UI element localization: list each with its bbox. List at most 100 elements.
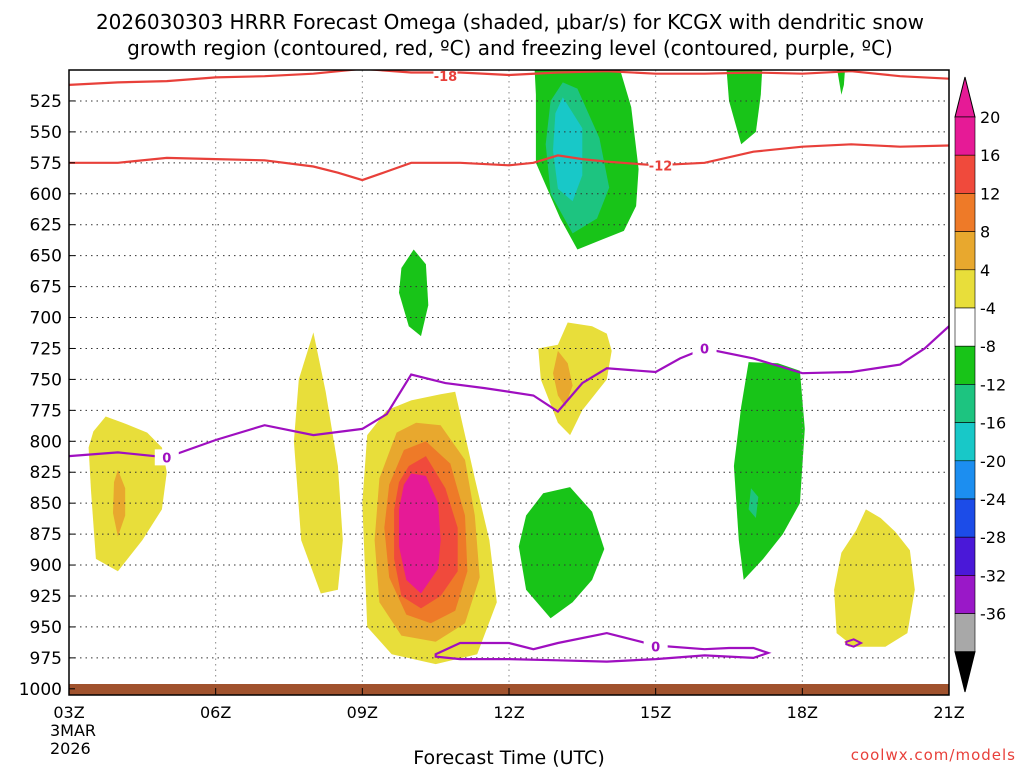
omega-region-18 [518, 487, 605, 619]
x-tick-label-06Z: 06Z [200, 703, 231, 722]
grid-layer [69, 70, 949, 695]
freezing-level-label-1: 0 [700, 342, 709, 357]
colorbar-swatch-1 [954, 154, 976, 194]
freezing-level-lower-loop [434, 631, 772, 663]
dgz-label--18: -18 [434, 70, 458, 85]
colorbar-label-10: -24 [980, 490, 1006, 509]
freezing-level-layer [69, 325, 949, 663]
omega-region-20 [748, 488, 759, 518]
colorbar-label-7: -12 [980, 375, 1006, 394]
colorbar-label-9: -20 [980, 452, 1006, 471]
colorbar-top-arrow [954, 76, 976, 118]
omega-region-2 [293, 332, 343, 594]
chart-title-line1: 2026030303 HRRR Forecast Omega (shaded, … [96, 10, 924, 34]
y-tick-label-725: 725 [30, 339, 62, 359]
x-tick-label-15Z: 15Z [640, 703, 671, 722]
omega-region-7 [399, 473, 441, 594]
y-tick-label-525: 525 [30, 92, 62, 112]
dgz-contour-layer [69, 70, 949, 182]
colorbar-label-3: 8 [980, 223, 990, 242]
omega-region-8 [538, 322, 612, 436]
x-axis: 03Z 06Z 09Z 12Z 15Z 18Z 21Z [53, 688, 965, 722]
omega-region-9 [553, 350, 573, 407]
freezing-level-label-2-bg [643, 638, 668, 655]
y-tick-label-675: 675 [30, 278, 62, 298]
y-axis: 525 550 575 600 625 650 675 700 725 750 775 800 825 8… [19, 92, 75, 700]
colorbar-swatch-4 [954, 269, 976, 309]
colorbar-swatch-8 [954, 422, 976, 462]
y-tick-label-700: 700 [30, 309, 62, 329]
y-tick-label-575: 575 [30, 154, 62, 174]
omega-shading-layer [88, 70, 915, 665]
colorbar-label-12: -32 [980, 566, 1006, 585]
colorbar-label-8: -16 [980, 414, 1006, 433]
omega-region-17 [837, 70, 845, 95]
freezing-level-label-1-bg [692, 340, 717, 357]
omega-region-15 [399, 249, 429, 337]
x-tick-label-21Z: 21Z [933, 703, 964, 722]
date-label-year: 2026 [50, 739, 91, 758]
omega-region-10 [834, 509, 915, 647]
colorbar-label-6: -8 [980, 337, 996, 356]
y-tick-label-825: 825 [30, 463, 62, 483]
x-tick-label-09Z: 09Z [347, 703, 378, 722]
dgz-contour--12 [69, 143, 949, 182]
colorbar-label-0: 20 [980, 108, 1000, 127]
dgz-contour--18 [69, 70, 949, 86]
date-label-day: 3MAR [50, 721, 96, 740]
freezing-level-small-loop [845, 638, 864, 648]
colorbar-swatch-11 [954, 536, 976, 576]
freezing-level-label-2: 0 [651, 641, 660, 656]
y-tick-label-550: 550 [30, 123, 62, 143]
y-tick-label-875: 875 [30, 525, 62, 545]
omega-region-14 [553, 97, 583, 202]
freezing-level-label-0: 0 [162, 451, 171, 466]
y-tick-label-850: 850 [30, 494, 62, 514]
colorbar-swatch-7 [954, 384, 976, 423]
colorbar-swatch-9 [954, 460, 976, 500]
freezing-level-line [69, 325, 949, 459]
y-tick-label-600: 600 [30, 185, 62, 205]
colorbar-swatch-3 [954, 231, 976, 271]
colorbar-label-13: -36 [980, 605, 1006, 624]
chart-title-line2: growth region (contoured, red, ºC) and f… [127, 36, 893, 60]
colorbar-label-11: -28 [980, 528, 1006, 547]
colorbar-swatch-10 [954, 498, 976, 538]
y-tick-label-650: 650 [30, 247, 62, 267]
dgz-label--18-bg [433, 68, 458, 85]
y-tick-label-1000: 1000 [19, 680, 62, 700]
contour-label-layer: -18 -12 0 0 0 [154, 68, 717, 656]
plot-background [69, 70, 949, 695]
omega-region-16 [726, 70, 763, 145]
y-tick-label-800: 800 [30, 432, 62, 452]
colorbar-label-4: 4 [980, 261, 990, 280]
credit-text: coolwx.com/models [851, 746, 1016, 764]
colorbar-swatch-6 [954, 345, 976, 385]
colorbar-label-1: 16 [980, 146, 1000, 165]
y-tick-label-975: 975 [30, 649, 62, 669]
colorbar-label-5: -4 [980, 299, 996, 318]
colorbar: 20 16 12 8 4 -4 -8 -12 -16 -20 -24 -28 -32 -36 [954, 76, 1006, 693]
x-tick-label-03Z: 03Z [53, 703, 84, 722]
dgz-label--12: -12 [649, 159, 673, 174]
colorbar-label-2: 12 [980, 184, 1000, 203]
colorbar-swatch-2 [954, 193, 976, 232]
y-tick-label-750: 750 [30, 370, 62, 390]
y-tick-label-625: 625 [30, 216, 62, 236]
x-tick-label-12Z: 12Z [493, 703, 524, 722]
x-axis-title: Forecast Time (UTC) [413, 747, 604, 768]
y-tick-label-775: 775 [30, 401, 62, 421]
dgz-label--12-bg [648, 157, 673, 174]
omega-region-19 [733, 362, 805, 580]
colorbar-swatch-13 [954, 613, 976, 653]
colorbar-swatch-12 [954, 575, 976, 614]
y-tick-label-925: 925 [30, 587, 62, 607]
y-tick-label-950: 950 [30, 618, 62, 638]
x-tick-label-18Z: 18Z [787, 703, 818, 722]
colorbar-swatch-0 [954, 116, 976, 156]
colorbar-bottom-arrow [954, 651, 976, 693]
y-tick-label-900: 900 [30, 556, 62, 576]
freezing-level-label-0-bg [154, 449, 179, 466]
colorbar-swatch-5 [954, 307, 976, 347]
